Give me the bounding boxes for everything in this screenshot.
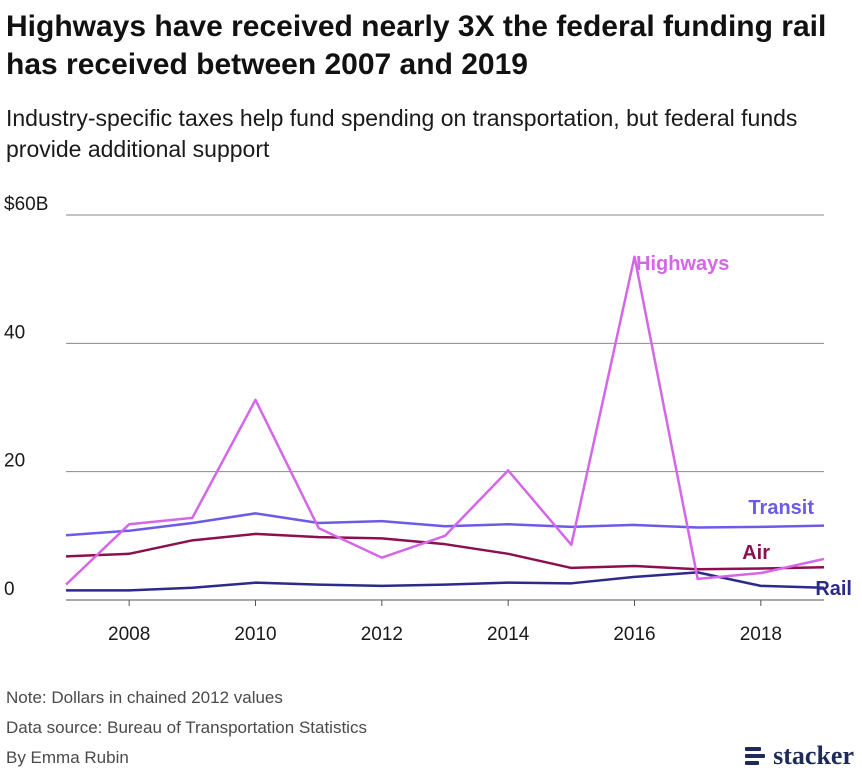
source-text: Data source: Bureau of Transportation St… bbox=[6, 718, 367, 737]
stacker-logo: stacker bbox=[745, 741, 854, 771]
line-chart: 0 20 40 $60B 2008 2010 2012 2014 2016 2018 Rail A… bbox=[4, 195, 852, 645]
stacker-logo-icon bbox=[745, 747, 766, 765]
series-line-rail bbox=[66, 571, 825, 592]
chart-title: Highways have received nearly 3X the fed… bbox=[6, 10, 827, 81]
x-tick-label: 2012 bbox=[361, 624, 403, 645]
series-line-transit bbox=[65, 512, 825, 537]
stacker-logo-text: stacker bbox=[773, 741, 854, 770]
series-line-air bbox=[65, 532, 825, 571]
x-tick-label: 2014 bbox=[487, 624, 530, 645]
y-tick-label: $60B bbox=[4, 195, 48, 215]
x-tick-label: 2018 bbox=[740, 624, 782, 645]
y-tick-label: 0 bbox=[4, 579, 15, 600]
chart-subtitle: Industry-specific taxes help fund spendi… bbox=[6, 105, 798, 162]
note-text: Note: Dollars in chained 2012 values bbox=[6, 688, 283, 707]
series-label-air: Air bbox=[742, 542, 770, 564]
y-tick-label: 20 bbox=[4, 451, 25, 472]
y-tick-label: 40 bbox=[4, 322, 25, 343]
series-line-highways bbox=[65, 255, 825, 586]
x-tick-label: 2016 bbox=[613, 624, 655, 645]
x-tick-label: 2010 bbox=[234, 624, 276, 645]
series-label-highways: Highways bbox=[636, 253, 729, 275]
series-label-transit: Transit bbox=[748, 497, 814, 519]
series-label-rail: Rail bbox=[815, 578, 852, 600]
x-tick-label: 2008 bbox=[108, 624, 150, 645]
byline-text: By Emma Rubin bbox=[6, 748, 129, 767]
